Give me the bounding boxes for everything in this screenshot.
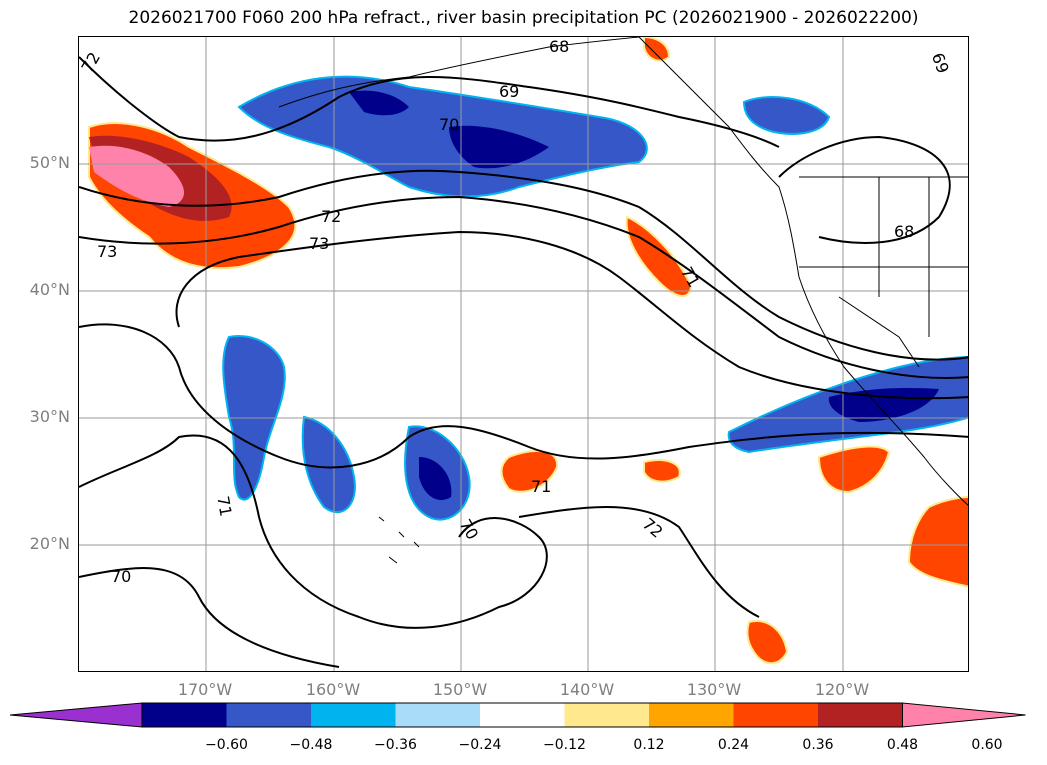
colorbar-tick-label: −0.60 (205, 737, 248, 753)
colorbar-segment (142, 703, 227, 727)
colorbar-tick-label: −0.48 (289, 737, 333, 753)
colorbar-tick-label: 0.36 (802, 737, 834, 753)
precip-negative-cluster-mid (301, 415, 356, 514)
contour-label: 69 (499, 82, 519, 101)
contour-label: 68 (894, 222, 914, 241)
precip-positive-small (746, 620, 789, 665)
lon-label: 170°W (177, 680, 233, 699)
precip-positive-band (625, 215, 693, 297)
colorbar-tick-label: 0.48 (886, 737, 919, 753)
precip-positive-alaska (643, 37, 671, 62)
contour-line (518, 506, 760, 618)
precip-negative-region (237, 75, 648, 198)
contour-label: 69 (928, 50, 953, 76)
precip-negative-nw (742, 96, 831, 135)
colorbar-segment (818, 703, 903, 727)
contour-line (79, 323, 968, 469)
precip-deep-negative-south (828, 387, 939, 422)
colorbar-segment (226, 703, 311, 727)
lon-label: 130°W (686, 680, 742, 699)
colorbar-segment (480, 703, 565, 727)
contour-line (79, 169, 968, 361)
colorbar (10, 702, 1026, 728)
colorbar-tick-label: 0.12 (633, 737, 665, 753)
contour-label: 71 (531, 477, 551, 496)
coastlines (278, 37, 968, 564)
colorbar-segment (564, 703, 649, 727)
alaska-coast (278, 37, 640, 108)
map-panel: 72 68 69 70 72 73 73 71 68 71 70 72 71 7… (78, 36, 969, 672)
graticule (79, 37, 968, 671)
colorbar-tick-label: −0.36 (374, 737, 417, 753)
refractivity-contours (79, 56, 968, 668)
map-title: 2026021700 F060 200 hPa refract., river … (128, 8, 919, 28)
lat-label: 30°N (29, 407, 70, 426)
contour-label: 71 (213, 495, 235, 518)
contour-line (79, 195, 968, 379)
colorbar-segment (395, 703, 480, 727)
lat-label: 20°N (29, 534, 70, 553)
lon-label: 150°W (432, 680, 488, 699)
contour-line (79, 56, 780, 148)
precip-positive-mid-east (643, 459, 681, 483)
colorbar-tick-label: −0.24 (458, 737, 502, 753)
contour-line (79, 434, 548, 629)
hawaii-islands (378, 516, 420, 564)
contour-label: 73 (309, 234, 329, 253)
lon-label: 160°W (305, 680, 361, 699)
colorbar-segment (733, 703, 818, 727)
contour-line (79, 567, 340, 668)
precip-strongest-positive-region (89, 145, 184, 207)
contour-label: 73 (97, 242, 117, 261)
colorbar-extend-low (10, 702, 143, 728)
colorbar-segment (649, 703, 734, 727)
contour-label: 70 (439, 115, 459, 134)
contour-label: 68 (549, 37, 569, 56)
lon-label: 120°W (814, 680, 870, 699)
colorbar-tick-label: 0.60 (971, 737, 1003, 753)
precip-positive-southeast (817, 445, 891, 494)
state-borders (799, 177, 968, 368)
contour-line (175, 230, 968, 400)
colorbar-extend-high (902, 702, 1026, 728)
lat-label: 50°N (29, 153, 70, 172)
north-america-coast (638, 37, 968, 506)
colorbar-tick-label: −0.12 (543, 737, 586, 753)
precip-fields (88, 37, 968, 665)
contour-line (778, 135, 951, 244)
colorbar-segments (10, 702, 1026, 728)
map-canvas: 72 68 69 70 72 73 73 71 68 71 70 72 71 7… (79, 37, 968, 671)
colorbar-segment (311, 703, 396, 727)
lon-label: 140°W (559, 680, 615, 699)
contour-label: 70 (111, 567, 131, 586)
colorbar-outline (141, 702, 903, 728)
colorbar-tick-label: 0.24 (717, 737, 750, 753)
contour-label: 72 (79, 49, 104, 76)
contour-label: 72 (321, 207, 341, 226)
lat-label: 40°N (29, 280, 70, 299)
precip-deep-negative-region (349, 90, 549, 169)
precip-positive-corner (907, 496, 968, 588)
precip-deep-negative-cluster (419, 457, 452, 501)
